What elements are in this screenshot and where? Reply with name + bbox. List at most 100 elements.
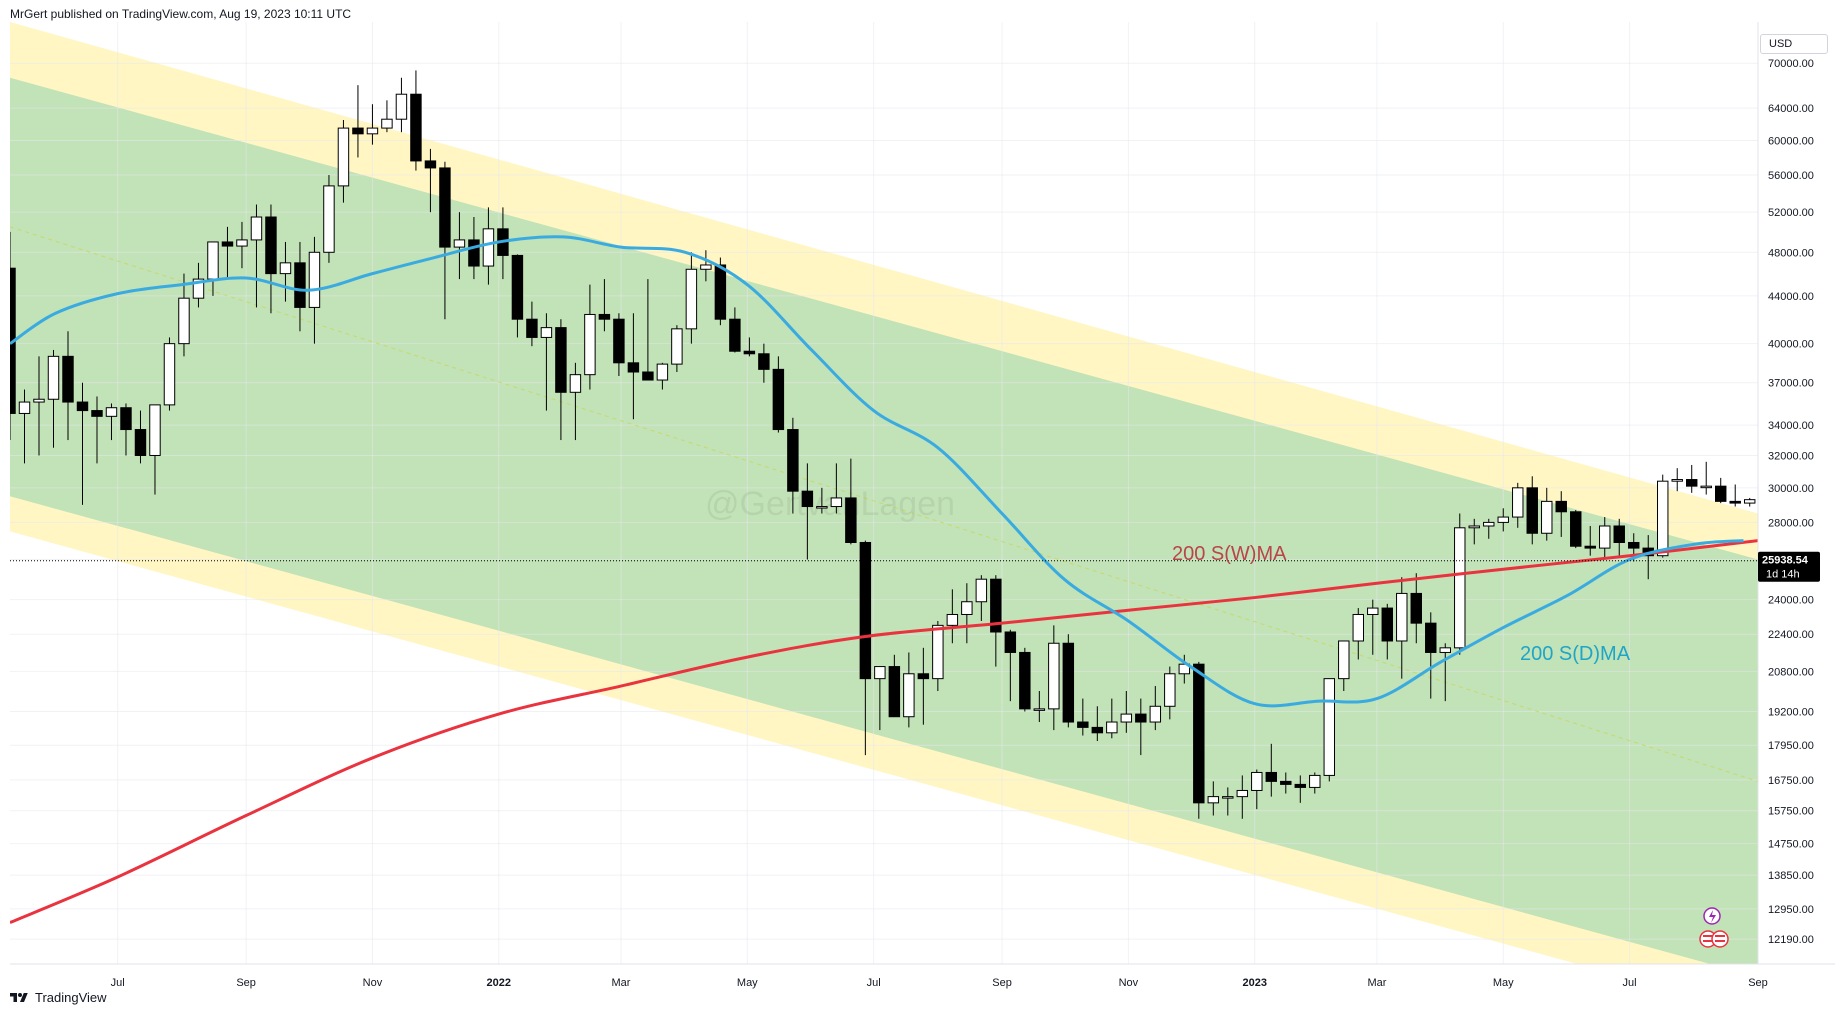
candle-down: [91, 410, 103, 417]
candle-down: [468, 239, 480, 267]
candle-down: [801, 490, 814, 508]
candle-up: [1367, 607, 1379, 615]
candle-down: [613, 318, 625, 364]
candle-down: [352, 127, 364, 135]
candle-down: [1077, 721, 1089, 728]
price-tick-label: 24000.00: [1768, 595, 1814, 607]
candle-down: [1294, 783, 1307, 788]
candle-down: [888, 666, 901, 718]
candle-down: [627, 362, 640, 373]
candle-up: [961, 601, 973, 615]
currency-selector[interactable]: USD: [1760, 34, 1828, 54]
candle-up: [1541, 500, 1553, 534]
candle-up: [932, 624, 944, 680]
candle-up: [279, 262, 292, 275]
price-tick-label: 34000.00: [1768, 420, 1814, 432]
candle-down: [1613, 525, 1625, 543]
price-tick-label: 13850.00: [1768, 870, 1814, 882]
price-tick-label: 15750.00: [1768, 806, 1814, 818]
event-icons[interactable]: [1699, 907, 1729, 948]
candle-up: [366, 127, 379, 135]
candle-up: [830, 497, 843, 508]
bar-countdown: 1d 14h: [1766, 569, 1800, 581]
candle-down: [743, 350, 756, 355]
candle-up: [1454, 527, 1466, 649]
candle-up: [178, 297, 190, 345]
time-tick-label: Sep: [1748, 977, 1768, 989]
price-tick-label: 60000.00: [1768, 135, 1814, 147]
ma-daily-label: 200 S(D)MA: [1520, 643, 1631, 665]
candle-down: [1686, 479, 1698, 487]
candle-up: [1222, 796, 1234, 799]
plot-area: @GertvanLagen 200 S(W)MA 200 S(D)MA: [10, 22, 1769, 964]
time-tick-label: 2022: [487, 977, 511, 989]
ma-weekly-label: 200 S(W)MA: [1172, 543, 1287, 565]
price-tick-label: 44000.00: [1768, 291, 1814, 303]
candle-up: [308, 251, 321, 308]
candle-down: [62, 355, 74, 403]
last-price-value: 25938.54: [1762, 555, 1809, 567]
candle-up: [453, 239, 466, 248]
candle-down: [221, 241, 234, 247]
flag-stripe-icon: [1703, 940, 1713, 942]
price-tick-label: 28000.00: [1768, 517, 1814, 529]
candle-up: [1700, 485, 1712, 489]
candle-up: [1671, 479, 1683, 482]
candle-up: [656, 363, 669, 381]
candle-down: [1759, 500, 1769, 561]
candle-up: [700, 264, 712, 270]
price-tick-label: 30000.00: [1768, 483, 1814, 495]
time-tick-label: Mar: [1367, 977, 1386, 989]
lightning-glyph-icon: [1709, 910, 1716, 923]
price-axis[interactable]: 70000.00 64000.00 60000.00 56000.00 52000.00…: [1768, 58, 1814, 946]
candle-down: [859, 541, 872, 680]
candle-down: [526, 318, 538, 338]
candle-down: [1555, 500, 1567, 513]
candle-up: [105, 407, 118, 417]
time-tick-label: Nov: [363, 977, 383, 989]
candle-down: [1135, 713, 1147, 723]
candle-down: [439, 167, 451, 248]
candle-down: [772, 368, 785, 431]
us-flag-event-icon-2[interactable]: [1711, 930, 1729, 948]
footer-branding[interactable]: TradingView: [8, 990, 107, 1005]
candle-down: [1381, 607, 1393, 642]
candle-up: [1743, 499, 1756, 504]
vertical-gridlines: [117, 22, 1758, 964]
price-tick-label: 70000.00: [1768, 58, 1814, 70]
candle-up: [685, 268, 698, 330]
price-tick-label: 12950.00: [1768, 904, 1814, 916]
time-axis[interactable]: Jul Sep Nov 2022 Mar May Jul Sep Nov 2023 Mar May Ju…: [111, 977, 1768, 989]
horizontal-gridlines: [10, 62, 1758, 940]
channel-inner-fill: [10, 77, 1758, 964]
candle-up: [47, 355, 60, 400]
time-tick-label: Jul: [1623, 977, 1637, 989]
flag-stripe-icon: [1715, 935, 1725, 937]
candle-up: [1236, 789, 1249, 798]
candle-down: [1570, 511, 1582, 547]
candle-down: [1729, 500, 1741, 504]
candle-up: [149, 404, 161, 456]
flag-stripe-icon: [1715, 940, 1725, 942]
candle-down: [410, 93, 422, 162]
candle-up: [1033, 708, 1046, 711]
candle-up: [1106, 721, 1118, 734]
watermark: @GertvanLagen: [705, 485, 955, 523]
candle-down: [758, 353, 770, 370]
candle-down: [1265, 771, 1278, 782]
candle-up: [1178, 663, 1191, 675]
candle-up: [1048, 642, 1060, 710]
candle-up: [874, 666, 886, 680]
candle-up: [1439, 647, 1451, 653]
candle-up: [1468, 525, 1480, 529]
candle-up: [946, 613, 959, 626]
tradingview-logo-icon: [10, 992, 28, 1002]
price-tick-label: 48000.00: [1768, 247, 1814, 259]
candle-up: [1352, 613, 1364, 642]
candle-up: [975, 578, 988, 603]
candlesticks: [10, 70, 1769, 819]
candle-up: [1120, 713, 1133, 723]
candle-up: [1309, 774, 1321, 788]
candle-up: [395, 93, 408, 120]
time-tick-label: May: [1493, 977, 1514, 989]
